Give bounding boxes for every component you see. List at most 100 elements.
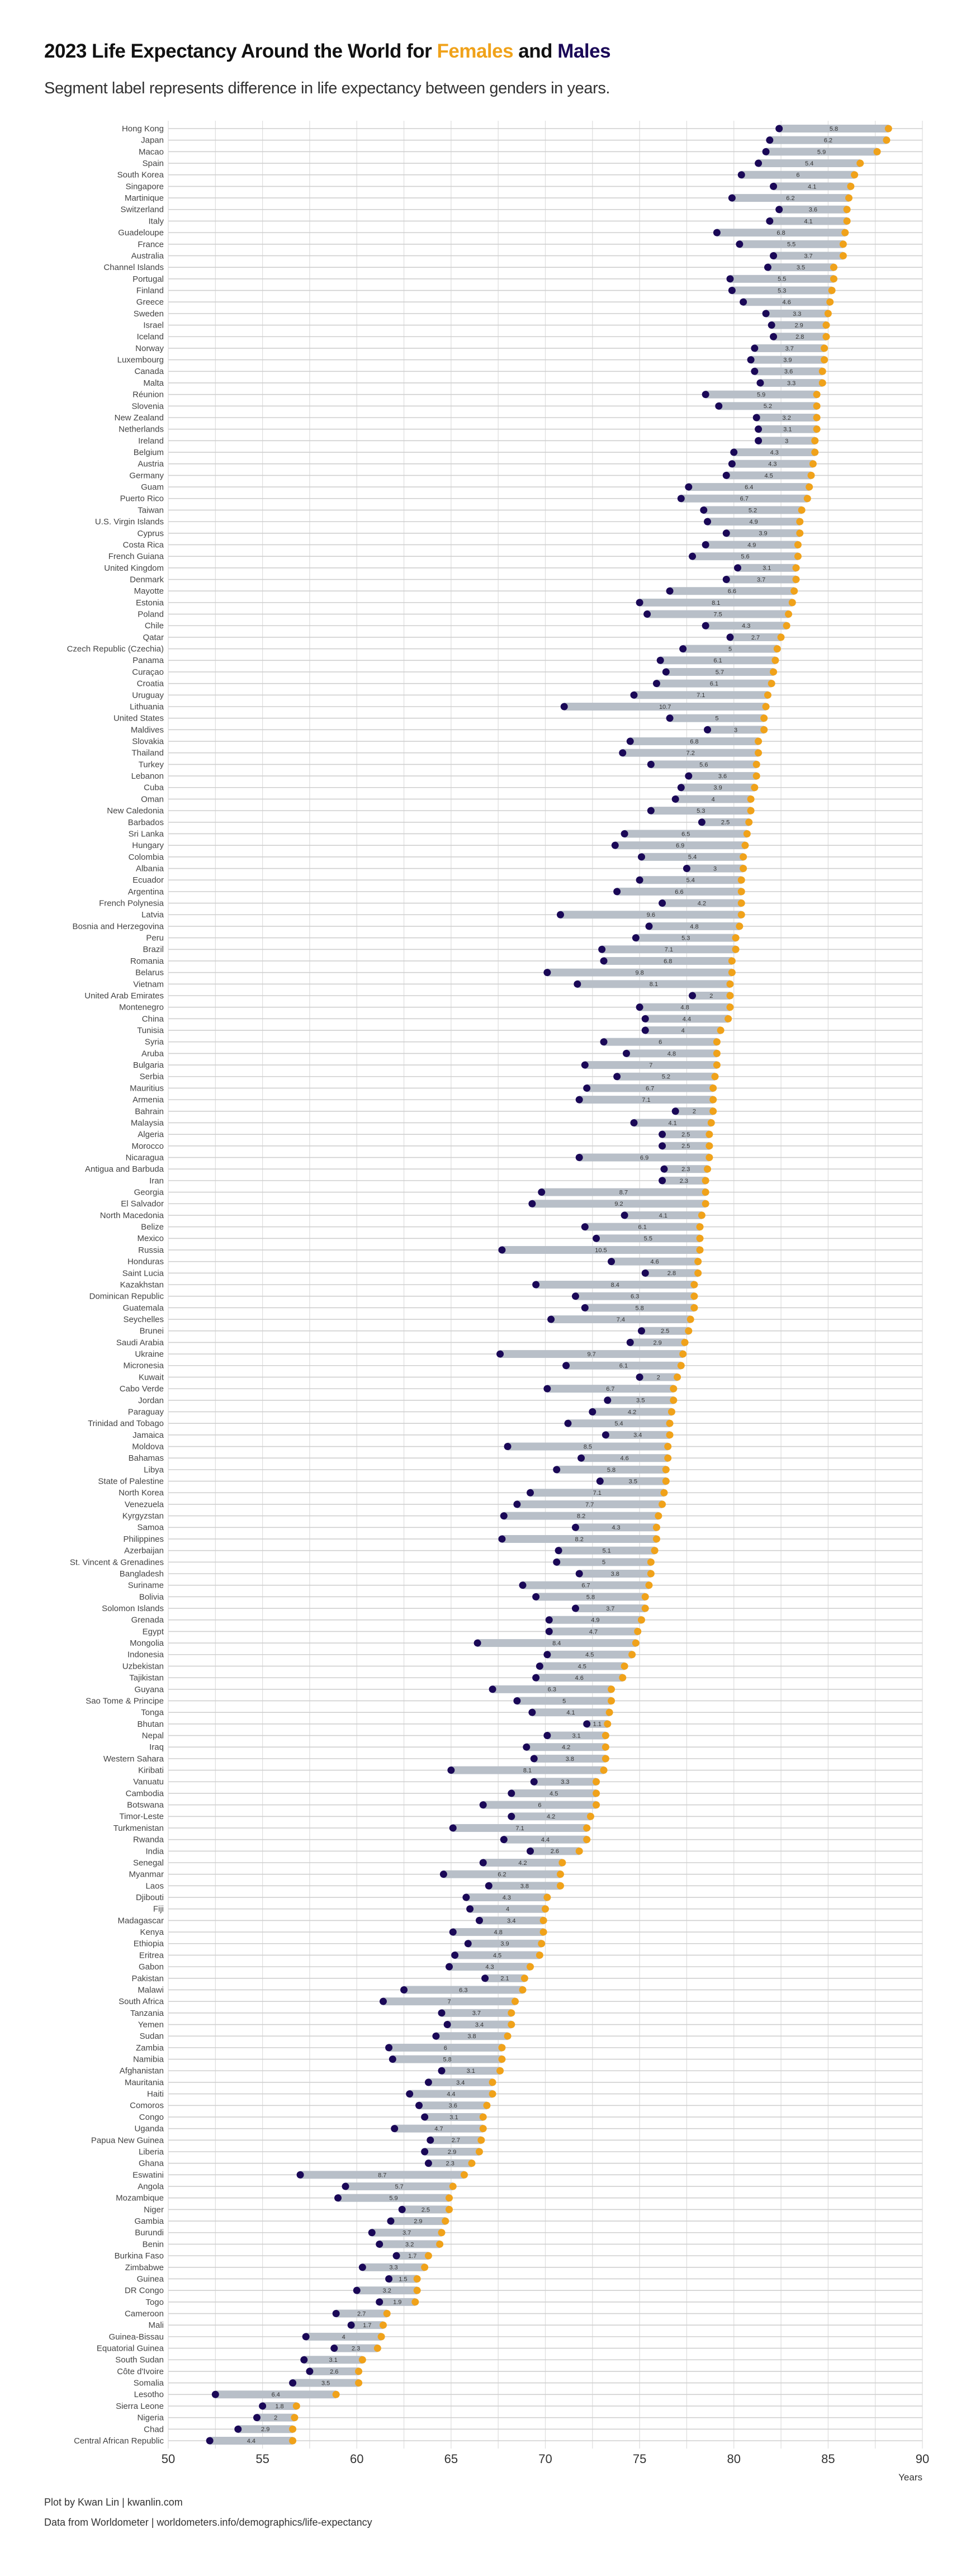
country-label: Spain (143, 159, 164, 168)
male-point (683, 865, 690, 873)
female-point (593, 1789, 600, 1797)
country-label: Curaçao (132, 667, 164, 677)
male-point (608, 1258, 615, 1266)
row-qatar: Qatar 2.7 (143, 633, 922, 642)
row-solomon-islands: Solomon Islands 3.7 (102, 1604, 922, 1613)
row-portugal: Portugal 5.5 (132, 274, 922, 284)
difference-label: 3.8 (520, 1883, 529, 1890)
female-point (830, 263, 837, 271)
row-antigua-and-barbuda: Antigua and Barbuda 2.3 (85, 1164, 922, 1174)
male-point (770, 333, 778, 340)
row-ukraine: Ukraine 9.7 (135, 1349, 922, 1359)
difference-segment (304, 2356, 363, 2364)
female-point (843, 206, 851, 214)
male-point (432, 2032, 440, 2040)
difference-segment (730, 633, 782, 641)
difference-segment (428, 2159, 472, 2167)
country-label: Hungary (132, 841, 164, 850)
row-paraguay: Paraguay 4.2 (128, 1407, 922, 1417)
difference-label: 4.6 (575, 1675, 584, 1682)
row-denmark: Denmark 3.7 (130, 575, 922, 584)
female-point (813, 414, 821, 422)
country-label: Ghana (139, 2159, 164, 2168)
difference-segment (394, 2124, 484, 2133)
female-point (655, 1512, 662, 1520)
row-mauritania: Mauritania 3.4 (125, 2078, 922, 2087)
row-comoros: Comoros 3.6 (130, 2101, 922, 2110)
difference-segment (660, 656, 775, 665)
female-point (659, 1500, 666, 1508)
difference-segment (238, 2425, 293, 2433)
male-point (489, 1685, 496, 1693)
difference-label: 5 (602, 1559, 605, 1566)
difference-segment (604, 956, 732, 965)
difference-label: 8.1 (650, 981, 658, 988)
country-label: Tunisia (137, 1026, 164, 1035)
male-point (756, 379, 764, 387)
country-label: Burkina Faso (115, 2251, 164, 2261)
female-point (438, 2229, 446, 2237)
country-label: Kazakhstan (120, 1280, 164, 1290)
female-point (411, 2298, 419, 2306)
male-point (528, 1708, 536, 1716)
male-point (659, 1142, 666, 1150)
difference-label: 7.2 (686, 750, 695, 757)
male-point (391, 2125, 399, 2133)
male-point (722, 471, 730, 479)
male-point (498, 1246, 506, 1254)
difference-segment (575, 1604, 646, 1613)
female-point (792, 564, 800, 572)
male-point (389, 2056, 396, 2063)
female-point (479, 2125, 487, 2133)
row-vanuatu: Vanuatu 3.3 (133, 1777, 922, 1787)
female-point (677, 1362, 685, 1370)
title-and: and (513, 40, 558, 62)
row-madagascar: Madagascar 3.4 (117, 1916, 922, 1925)
difference-segment (547, 1385, 674, 1393)
country-label: Vietnam (133, 979, 164, 989)
row-seychelles: Seychelles 7.4 (123, 1315, 922, 1324)
difference-label: 4.5 (578, 1663, 586, 1670)
country-label: Channel Islands (103, 263, 164, 272)
female-point (811, 448, 819, 456)
country-label: Guatemala (123, 1303, 164, 1313)
female-point (355, 2367, 363, 2375)
country-label: Mexico (137, 1234, 164, 1243)
difference-label: 2.7 (357, 2310, 366, 2317)
female-point (690, 1292, 698, 1300)
country-label: United States (113, 714, 164, 723)
male-point (755, 159, 763, 167)
difference-segment (705, 622, 787, 630)
country-label: Saint Lucia (122, 1268, 164, 1278)
male-point (630, 1119, 638, 1126)
difference-label: 3.9 (713, 785, 722, 792)
difference-label: 5.4 (614, 1420, 623, 1427)
difference-segment (769, 217, 847, 225)
male-point (475, 1916, 483, 1924)
difference-label: 4 (342, 2334, 345, 2341)
country-label: Germany (129, 471, 164, 480)
row-guam: Guam 6.4 (141, 482, 922, 492)
row-tonga: Tonga 4.1 (141, 1708, 922, 1717)
male-point (645, 922, 653, 930)
difference-label: 2.1 (500, 1976, 509, 1982)
female-point (839, 252, 847, 259)
difference-label: 6.6 (675, 889, 683, 896)
difference-segment (523, 1581, 649, 1589)
female-point (628, 1651, 636, 1659)
difference-segment (641, 1327, 689, 1335)
male-point (421, 2113, 429, 2121)
country-label: Zimbabwe (125, 2263, 164, 2272)
country-label: Egypt (143, 1627, 164, 1636)
difference-label: 3.6 (449, 2103, 457, 2109)
difference-label: 3 (734, 727, 737, 733)
male-point (702, 541, 709, 548)
difference-segment (504, 1512, 659, 1520)
row-bahamas: Bahamas 4.6 (129, 1453, 922, 1463)
row-greece: Greece 4.6 (136, 297, 922, 307)
country-label: Romania (130, 956, 164, 966)
country-label: Nicaragua (126, 1153, 164, 1162)
difference-segment (511, 1789, 596, 1797)
row-armenia: Armenia 7.1 (132, 1095, 922, 1105)
female-point (694, 1269, 702, 1277)
